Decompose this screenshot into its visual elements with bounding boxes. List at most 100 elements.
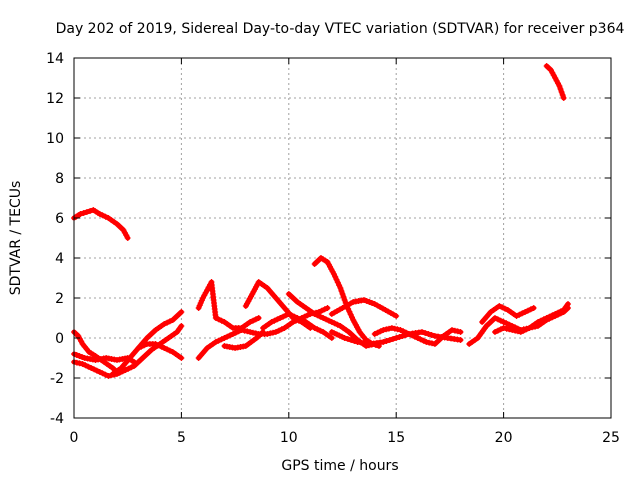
data-point <box>164 346 171 353</box>
data-point <box>560 95 567 101</box>
data-point <box>317 313 324 320</box>
data-point <box>255 315 262 321</box>
chart-title: Day 202 of 2019, Sidereal Day-to-day VTE… <box>56 21 625 37</box>
data-point <box>120 227 127 233</box>
data-point <box>241 327 248 334</box>
data-point <box>553 77 560 84</box>
data-point <box>513 313 520 319</box>
data-point <box>128 364 135 371</box>
data-point <box>131 359 138 365</box>
data-point <box>557 308 564 315</box>
data-point <box>500 319 507 325</box>
data-point <box>80 210 87 216</box>
data-point <box>178 355 185 361</box>
data-point <box>252 316 259 323</box>
data-point <box>348 337 355 343</box>
data-point <box>512 327 519 334</box>
y-tick-label: -2 <box>50 371 64 387</box>
series-trace <box>135 309 184 351</box>
data-markers <box>71 63 571 379</box>
data-point <box>349 314 355 321</box>
data-point <box>76 353 83 359</box>
x-tick-label: 0 <box>70 430 79 446</box>
data-point <box>311 311 318 317</box>
data-point <box>457 329 464 335</box>
data-point <box>158 343 165 350</box>
data-point <box>347 311 354 318</box>
data-point <box>371 331 378 337</box>
data-point <box>166 347 173 354</box>
data-point <box>546 313 553 320</box>
data-point <box>280 313 287 320</box>
data-point <box>99 212 106 219</box>
data-point <box>79 361 86 367</box>
data-point <box>380 339 387 345</box>
data-point <box>397 327 404 333</box>
data-point <box>235 328 242 335</box>
data-point <box>503 320 510 327</box>
x-tick-label: 15 <box>387 430 405 446</box>
data-point <box>328 335 335 341</box>
series-arc-19 <box>479 303 537 325</box>
data-point <box>556 83 563 89</box>
data-point <box>291 313 298 320</box>
data-point <box>403 329 410 336</box>
data-point <box>333 276 340 283</box>
data-point <box>497 326 504 333</box>
data-point <box>451 327 458 334</box>
data-point <box>558 89 565 95</box>
data-point <box>340 294 347 300</box>
data-point <box>334 321 341 328</box>
data-point <box>105 373 112 379</box>
data-point <box>333 331 340 338</box>
data-point <box>377 328 384 335</box>
data-point <box>334 279 341 286</box>
data-point <box>496 303 503 309</box>
data-point <box>543 315 550 321</box>
data-point <box>509 327 516 333</box>
y-tick-label: -4 <box>50 411 64 427</box>
data-point <box>77 211 84 217</box>
x-tick-label: 5 <box>177 430 186 446</box>
data-point <box>328 319 335 325</box>
data-point <box>555 309 561 316</box>
data-point <box>123 232 130 239</box>
data-point <box>272 329 279 335</box>
data-point <box>386 325 392 332</box>
data-point <box>124 235 131 241</box>
series-arc-20 <box>492 301 571 335</box>
data-point <box>537 317 544 324</box>
data-point <box>125 365 132 372</box>
data-point <box>457 337 464 343</box>
data-point <box>344 336 351 342</box>
y-axis-label: SDTVAR / TECUs <box>8 181 24 296</box>
data-point <box>423 339 430 345</box>
data-point <box>321 306 328 313</box>
data-point <box>552 311 559 317</box>
data-point <box>394 326 401 333</box>
data-point <box>552 75 559 81</box>
data-point <box>161 345 168 351</box>
data-point <box>224 333 231 340</box>
data-point <box>267 330 274 337</box>
series-trace <box>196 279 262 331</box>
data-point <box>565 301 571 307</box>
data-point <box>363 298 370 304</box>
data-point <box>331 320 338 327</box>
data-point <box>82 362 89 369</box>
data-point <box>425 331 432 337</box>
data-point <box>454 328 461 335</box>
data-point <box>331 330 338 337</box>
data-point <box>204 287 211 293</box>
data-point <box>221 335 228 341</box>
data-point <box>527 306 534 313</box>
data-point <box>517 329 524 335</box>
data-point <box>73 359 80 366</box>
data-point <box>201 292 208 299</box>
data-point <box>499 304 506 311</box>
y-tick-label: 8 <box>55 171 64 187</box>
data-point <box>311 325 318 331</box>
data-point <box>383 326 390 333</box>
y-axis-ticks: -4 -2 0 2 4 6 8 10 12 14 <box>46 51 611 427</box>
data-point <box>324 305 331 311</box>
